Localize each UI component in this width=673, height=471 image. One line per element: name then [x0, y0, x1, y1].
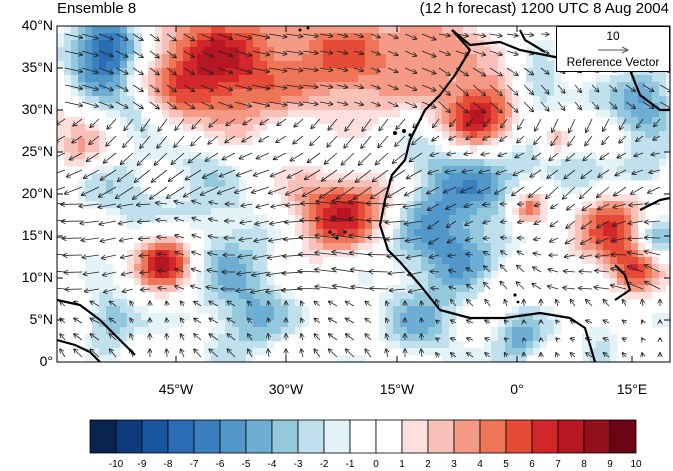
colorbar-swatch [193, 419, 221, 454]
colorbar-tick-label: 7 [555, 459, 561, 470]
colorbar-swatch [219, 419, 247, 454]
colorbar-tick-label: -6 [215, 459, 225, 470]
colorbar-tick-label: 2 [425, 459, 431, 470]
lon-label: 15°W [379, 381, 415, 397]
lat-label: 0° [39, 353, 53, 369]
colorbar-tick-label: 4 [477, 459, 483, 470]
colorbar-swatch [505, 419, 533, 454]
anomaly-field [57, 26, 670, 362]
colorbar-swatch [349, 419, 377, 454]
colorbar-tick-label: 9 [607, 459, 613, 470]
colorbar-swatch [609, 419, 637, 454]
colorbar-swatch [479, 419, 507, 454]
colorbar-swatch [453, 419, 481, 454]
colorbar-swatch [557, 419, 585, 454]
lon-label: 0° [510, 381, 524, 397]
colorbar-swatch [583, 419, 611, 454]
colorbar-swatch [401, 419, 429, 454]
lat-label: 10°N [21, 269, 53, 285]
colorbar-tick-label: 8 [581, 459, 587, 470]
axis-ticks [57, 25, 670, 363]
reference-arrow-icon [598, 46, 630, 54]
colorbar-tick-label: -5 [241, 459, 251, 470]
lat-label: 15°N [21, 227, 53, 243]
wind-vectors [57, 32, 670, 357]
reference-vector-label: Reference Vector [566, 55, 660, 69]
colorbar-tick-label: 5 [503, 459, 509, 470]
colorbar [89, 419, 637, 454]
reference-vector-box: 10 Reference Vector [556, 26, 670, 72]
lat-label: 20°N [21, 185, 53, 201]
lon-label: 15°E [616, 381, 648, 397]
lat-label: 40°N [21, 17, 53, 33]
colorbar-tick-label: -7 [189, 459, 199, 470]
lat-label: 5°N [29, 311, 54, 327]
colorbar-swatch [167, 419, 195, 454]
colorbar-tick-label: -3 [293, 459, 303, 470]
colorbar-tick-label: 6 [529, 459, 535, 470]
colorbar-swatch [245, 419, 273, 454]
colorbar-swatch [297, 419, 325, 454]
colorbar-swatch [271, 419, 299, 454]
colorbar-tick-label: 3 [451, 459, 457, 470]
lat-label: 35°N [21, 59, 53, 75]
colorbar-swatch [89, 419, 117, 454]
reference-vector-value: 10 [606, 29, 620, 43]
colorbar-swatch [323, 419, 351, 454]
colorbar-swatch [427, 419, 455, 454]
forecast-time-title: (12 h forecast) 1200 UTC 8 Aug 2004 [419, 0, 669, 17]
plot-title: Ensemble 8 [57, 0, 137, 17]
islands [298, 26, 520, 304]
colorbar-swatch [115, 419, 143, 454]
colorbar-tick-label: -10 [108, 459, 124, 470]
colorbar-tick-label: -2 [319, 459, 329, 470]
colorbar-swatch [375, 419, 403, 454]
colorbar-tick-label: 1 [399, 459, 405, 470]
lat-label: 25°N [21, 143, 53, 159]
colorbar-swatch [141, 419, 169, 454]
lon-label: 45°W [158, 381, 194, 397]
lat-label: 30°N [21, 101, 53, 117]
lon-label: 30°W [268, 381, 304, 397]
colorbar-tick-label: 10 [630, 459, 642, 470]
colorbar-tick-label: -9 [137, 459, 147, 470]
colorbar-tick-label: 0 [373, 459, 379, 470]
colorbar-tick-label: -1 [345, 459, 355, 470]
colorbar-tick-label: -8 [163, 459, 173, 470]
colorbar-tick-label: -4 [267, 459, 277, 470]
colorbar-swatch [531, 419, 559, 454]
